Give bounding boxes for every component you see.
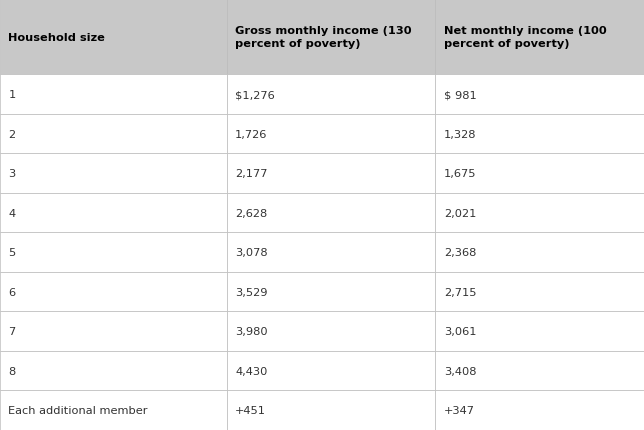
Text: 6: 6 — [8, 287, 15, 297]
Text: 7: 7 — [8, 326, 15, 336]
Text: Gross monthly income (130
percent of poverty): Gross monthly income (130 percent of pov… — [235, 26, 412, 49]
Text: Net monthly income (100
percent of poverty): Net monthly income (100 percent of pover… — [444, 26, 607, 49]
Bar — [435, 0, 644, 75]
Bar — [0, 115, 227, 154]
Bar — [0, 154, 227, 194]
Text: 1: 1 — [8, 90, 15, 100]
Text: 3,408: 3,408 — [444, 366, 476, 376]
Text: $ 981: $ 981 — [444, 90, 477, 100]
Text: 3,061: 3,061 — [444, 326, 476, 336]
Text: Each additional member: Each additional member — [8, 405, 148, 415]
Text: 5: 5 — [8, 248, 15, 258]
Text: 1,675: 1,675 — [444, 169, 476, 179]
Text: 4,430: 4,430 — [235, 366, 267, 376]
Bar — [0, 0, 227, 75]
Text: $1,276: $1,276 — [235, 90, 275, 100]
Text: 2,021: 2,021 — [444, 208, 476, 218]
Text: 3: 3 — [8, 169, 15, 179]
Text: 8: 8 — [8, 366, 15, 376]
Text: 1,328: 1,328 — [444, 129, 476, 139]
Bar — [227, 351, 435, 390]
Bar — [227, 272, 435, 312]
Bar — [227, 194, 435, 233]
Bar — [227, 0, 435, 75]
Bar — [0, 194, 227, 233]
Bar — [435, 272, 644, 312]
Text: 1,726: 1,726 — [235, 129, 267, 139]
Bar — [435, 154, 644, 194]
Bar — [0, 272, 227, 312]
Text: 2,368: 2,368 — [444, 248, 476, 258]
Bar — [435, 194, 644, 233]
Text: 2: 2 — [8, 129, 15, 139]
Bar — [435, 390, 644, 430]
Bar — [227, 312, 435, 351]
Bar — [0, 312, 227, 351]
Text: +347: +347 — [444, 405, 475, 415]
Text: 3,078: 3,078 — [235, 248, 268, 258]
Bar — [227, 233, 435, 272]
Bar — [435, 312, 644, 351]
Bar — [435, 233, 644, 272]
Bar — [435, 75, 644, 115]
Bar — [0, 233, 227, 272]
Bar — [435, 115, 644, 154]
Bar — [227, 75, 435, 115]
Text: 2,177: 2,177 — [235, 169, 267, 179]
Text: Household size: Household size — [8, 33, 105, 43]
Bar — [0, 351, 227, 390]
Bar — [0, 75, 227, 115]
Text: 3,980: 3,980 — [235, 326, 268, 336]
Bar — [227, 154, 435, 194]
Bar — [0, 390, 227, 430]
Text: 2,628: 2,628 — [235, 208, 267, 218]
Text: 4: 4 — [8, 208, 15, 218]
Bar — [227, 390, 435, 430]
Text: +451: +451 — [235, 405, 266, 415]
Text: 2,715: 2,715 — [444, 287, 476, 297]
Bar — [435, 351, 644, 390]
Bar — [227, 115, 435, 154]
Text: 3,529: 3,529 — [235, 287, 267, 297]
